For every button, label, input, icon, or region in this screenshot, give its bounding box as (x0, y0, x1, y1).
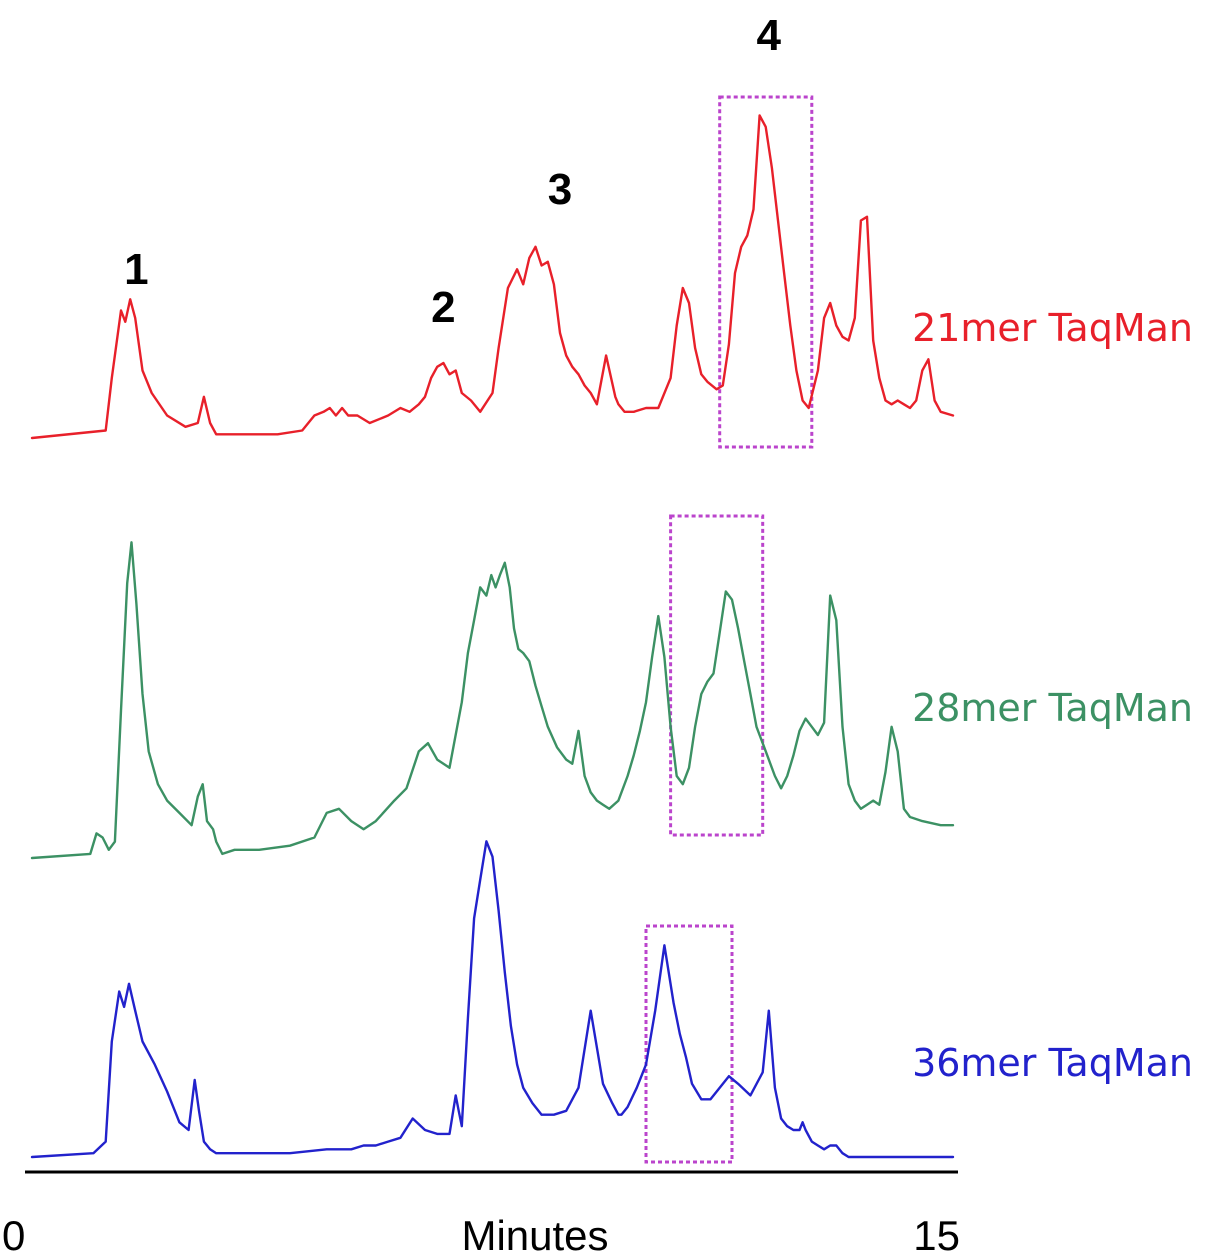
series-label-36mer: 36mer TaqMan (912, 1041, 1193, 1085)
x-axis-title: Minutes (461, 1212, 608, 1258)
series-label-21mer: 21mer TaqMan (912, 306, 1193, 350)
peak-labels: 1 2 3 4 (124, 11, 781, 332)
x-tick-label-end: 15 (913, 1212, 960, 1258)
series-label-28mer: 28mer TaqMan (912, 686, 1193, 730)
highlight-box-21mer (718, 95, 814, 449)
series-labels: 21mer TaqMan 28mer TaqMan 36mer TaqMan (912, 306, 1193, 1085)
highlight-box-36mer (644, 924, 734, 1164)
highlight-boxes (644, 95, 814, 1164)
chromatogram-traces (30, 114, 955, 1159)
peak-label-3: 3 (548, 165, 572, 214)
x-tick-label-start: 0 (2, 1212, 25, 1258)
trace-36mer (30, 840, 955, 1159)
peak-label-2: 2 (431, 283, 455, 332)
highlight-box-28mer (669, 514, 765, 837)
trace-28mer (30, 541, 955, 860)
trace-21mer (30, 114, 955, 440)
peak-label-4: 4 (757, 11, 782, 60)
peak-label-1: 1 (124, 245, 148, 294)
